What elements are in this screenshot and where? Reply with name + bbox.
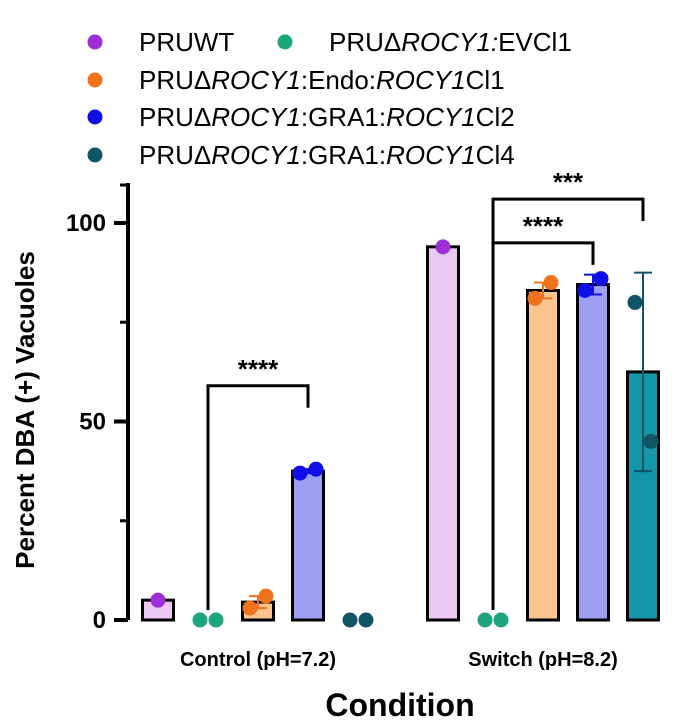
legend-label-part: ROCY1: [386, 140, 476, 170]
legend-label-part: PRUΔ: [139, 65, 211, 95]
legend-marker: [87, 34, 103, 50]
x-category-label: Control (pH=7.2): [180, 649, 336, 671]
bar-2-1: [526, 288, 560, 622]
bar-3-1: [576, 283, 610, 622]
legend-item-3: PRUΔROCY1:GRA1:ROCY1Cl2: [87, 102, 515, 132]
y-tick-label: 100: [66, 210, 106, 237]
significance-label: ****: [238, 354, 279, 384]
data-point-1-1-0: [477, 612, 493, 628]
data-point-2-1-0: [527, 290, 543, 306]
data-point-2-1-1: [543, 275, 559, 291]
chart-marks: ***********: [141, 167, 660, 628]
legend-label-part: ROCY1:: [401, 27, 498, 57]
legend-marker: [87, 72, 103, 88]
y-tick-label: 0: [93, 607, 106, 634]
significance-label: ***: [553, 167, 584, 197]
legend-label-part: ROCY1: [386, 102, 476, 132]
data-point-3-0-1: [308, 461, 324, 477]
data-point-1-1-1: [493, 612, 509, 628]
legend-label-part: Cl1: [466, 65, 505, 95]
significance-bracket: [491, 197, 645, 610]
legend-label-part: :GRA1:: [301, 140, 386, 170]
significance-label: ****: [523, 211, 564, 241]
axes: 0 50 100 Control (pH=7.2) Switch (pH=8.2): [66, 183, 618, 671]
data-point-3-1-1: [593, 271, 609, 287]
data-point-2-0-0: [242, 600, 258, 616]
legend-label-part: ROCY1: [376, 65, 466, 95]
legend-marker: [277, 34, 293, 50]
data-point-0-0-0: [150, 592, 166, 608]
legend-label: PRUΔROCY1:GRA1:ROCY1Cl4: [139, 140, 515, 170]
legend-item-1: PRUΔROCY1:EVCl1: [277, 27, 572, 57]
data-point-4-0-0: [342, 612, 358, 628]
bar-3-0: [291, 469, 325, 622]
bar-0-1: [426, 245, 460, 622]
legend-label-part: ROCY1: [211, 65, 301, 95]
legend-label-part: :Endo:: [301, 65, 376, 95]
legend-label: PRUΔROCY1:GRA1:ROCY1Cl2: [139, 102, 515, 132]
legend-marker: [87, 109, 103, 125]
data-point-2-0-1: [258, 588, 274, 604]
data-point-0-1-0: [435, 239, 451, 255]
data-point-1-0-0: [192, 612, 208, 628]
legend-label-part: EVCl1: [498, 27, 572, 57]
legend-item-2: PRUΔROCY1:Endo:ROCY1Cl1: [87, 65, 505, 95]
legend-item-0: PRUWT: [87, 27, 234, 57]
data-point-4-1-1: [643, 433, 659, 449]
legend-label: PRUWT: [139, 27, 234, 57]
legend-label-part: PRUΔ: [329, 27, 401, 57]
legend-item-4: PRUΔROCY1:GRA1:ROCY1Cl4: [87, 140, 515, 170]
y-tick-label: 50: [79, 409, 106, 436]
data-point-4-1-0: [627, 294, 643, 310]
legend-label-part: PRUΔ: [139, 102, 211, 132]
x-category-label: Switch (pH=8.2): [468, 649, 617, 671]
legend-label: PRUΔROCY1:Endo:ROCY1Cl1: [139, 65, 505, 95]
data-point-3-0-0: [292, 465, 308, 481]
significance-bracket: [206, 384, 310, 610]
legend-label-part: ROCY1: [211, 102, 301, 132]
legend-label: PRUΔROCY1:EVCl1: [329, 27, 572, 57]
data-point-3-1-0: [577, 282, 593, 298]
legend-label-part: PRUΔ: [139, 140, 211, 170]
legend-label-part: ROCY1: [211, 140, 301, 170]
legend: PRUWT PRUΔROCY1:EVCl1PRUΔROCY1:Endo:ROCY1…: [87, 27, 572, 170]
y-axis-title: Percent DBA (+) Vacuoles: [10, 251, 40, 569]
data-point-4-0-1: [358, 612, 374, 628]
legend-marker: [87, 147, 103, 163]
data-point-1-0-1: [208, 612, 224, 628]
legend-label-part: PRUWT: [139, 27, 234, 57]
legend-label-part: :GRA1:: [301, 102, 386, 132]
legend-label-part: Cl4: [476, 140, 515, 170]
legend-label-part: Cl2: [476, 102, 515, 132]
x-axis-title: Condition: [325, 687, 474, 722]
